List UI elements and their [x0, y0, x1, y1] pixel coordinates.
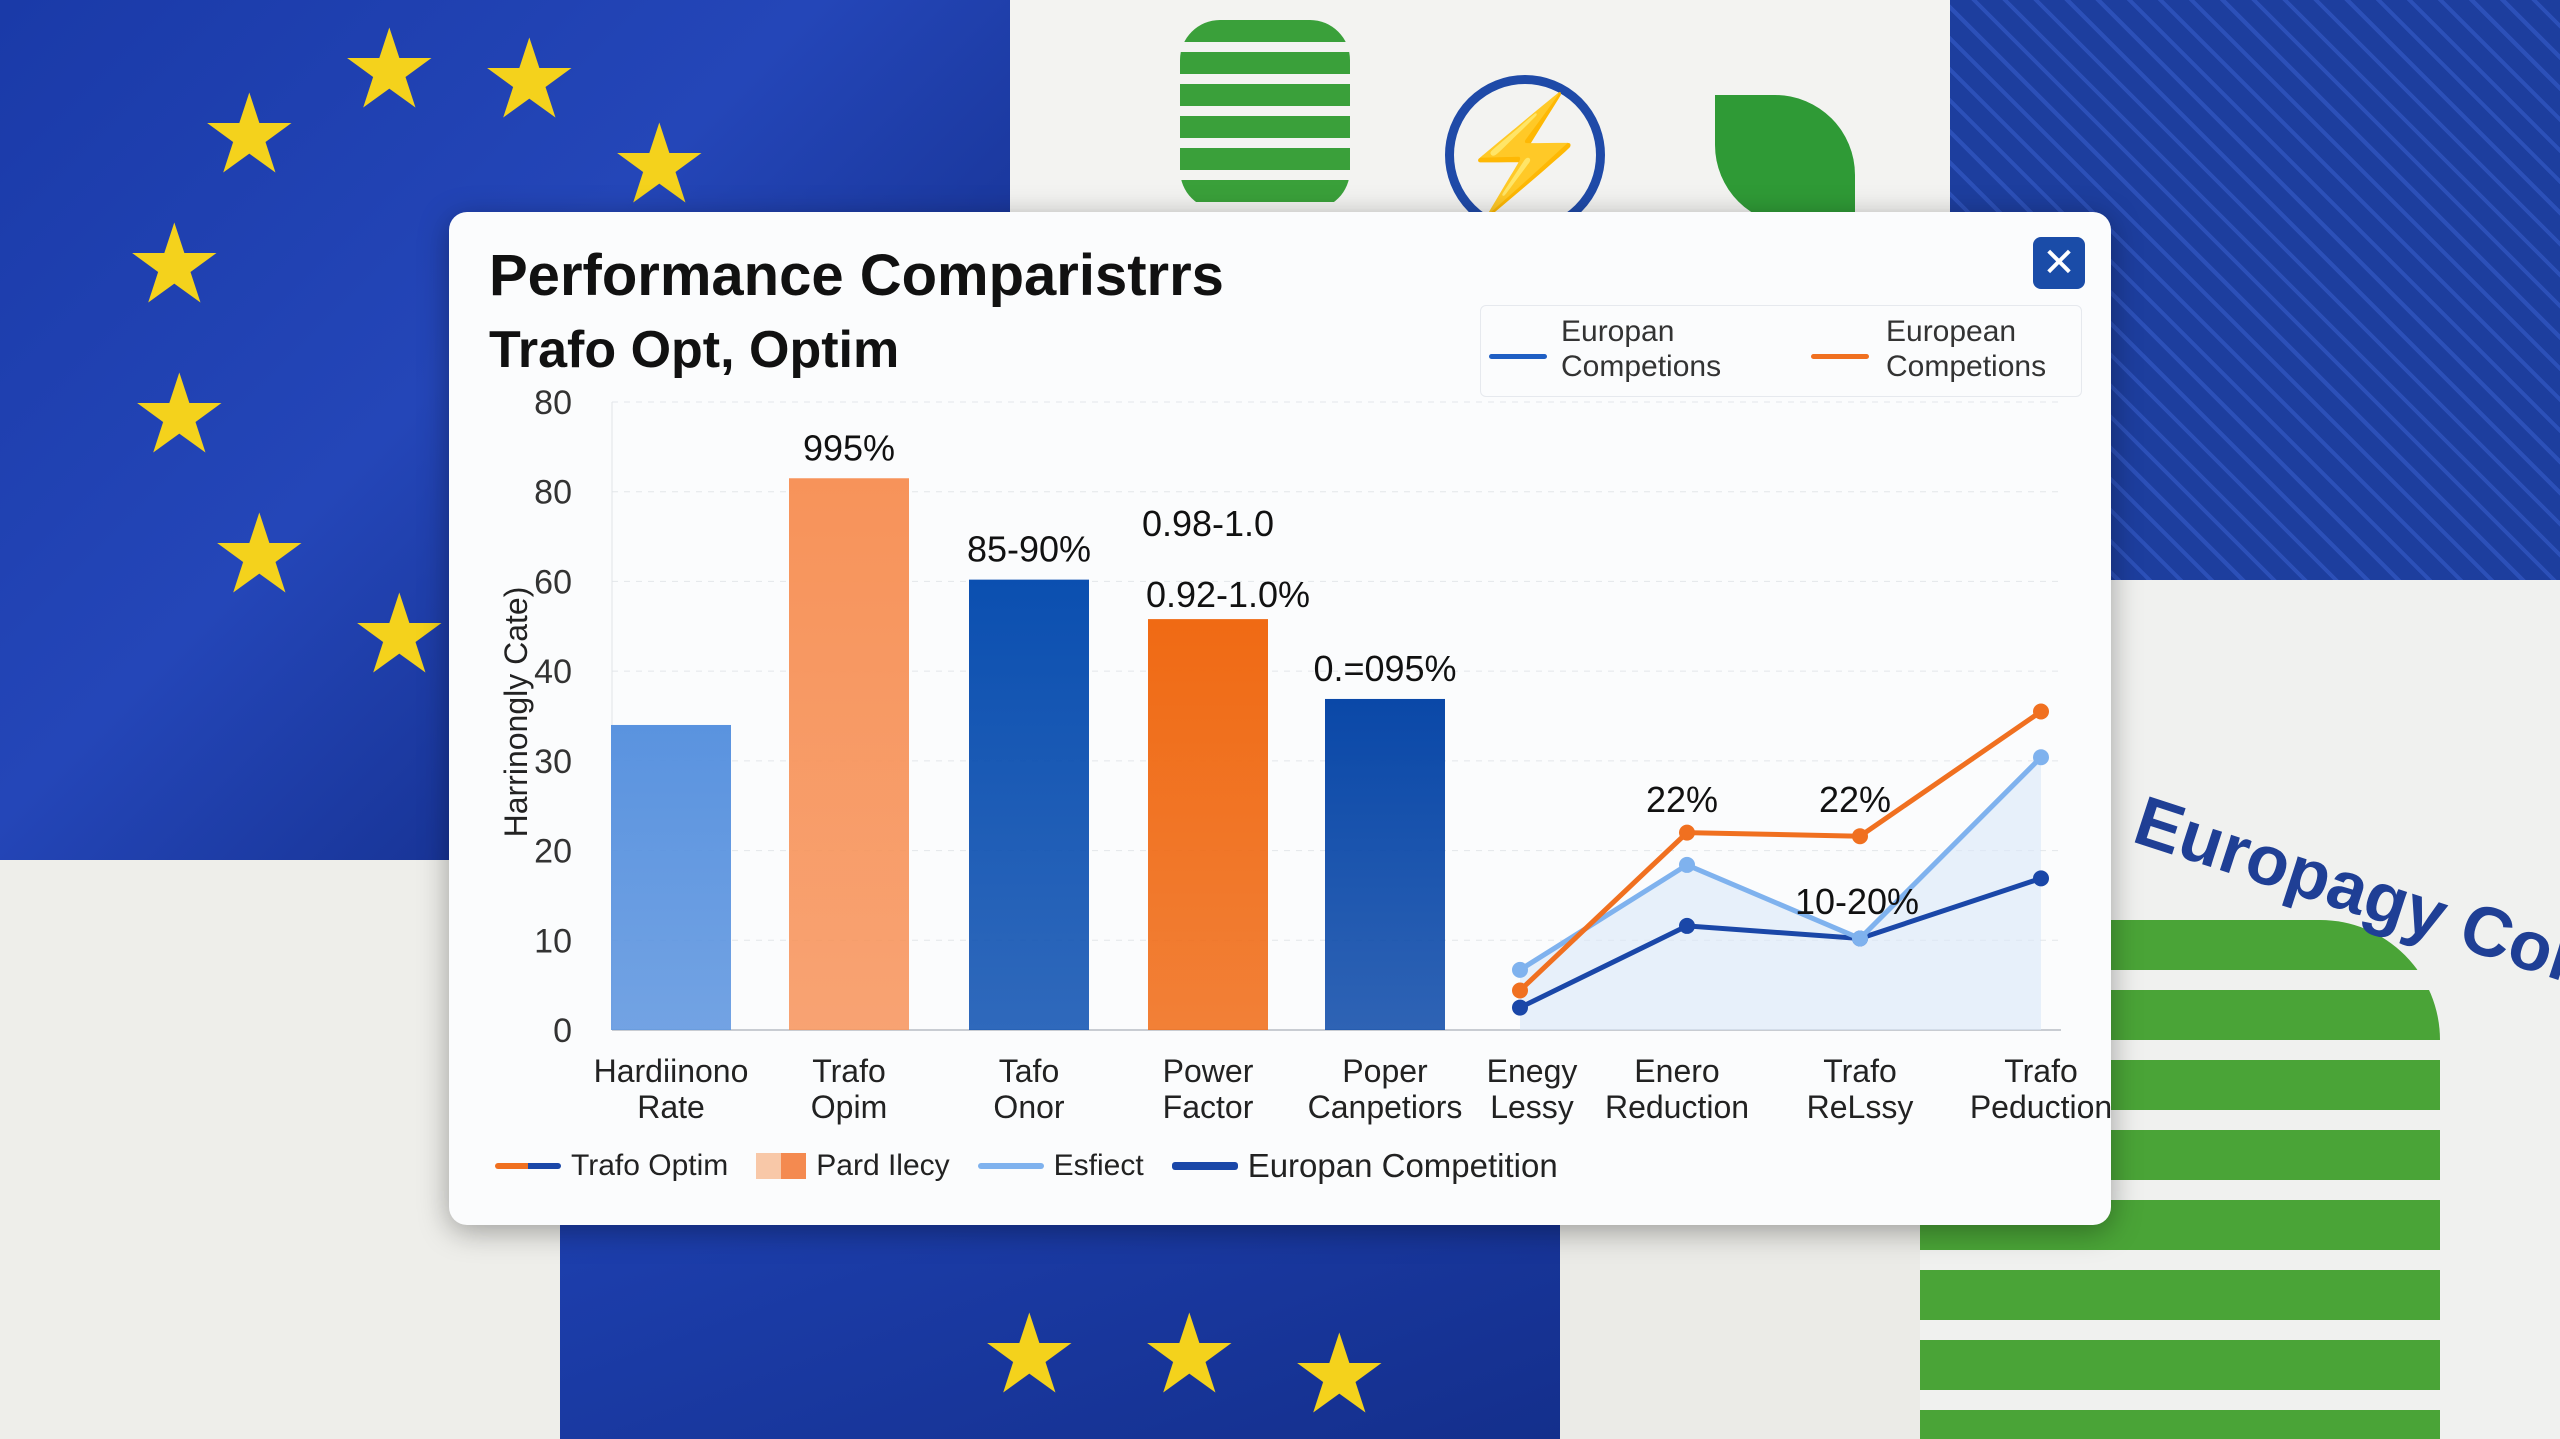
star-icon: ★ [340, 8, 439, 131]
data-point [1852, 930, 1868, 947]
y-tick-label: 30 [534, 743, 572, 781]
star-icon: ★ [130, 353, 229, 476]
line-data-label: 22% [1819, 779, 1891, 820]
legend-item: Esfiect [977, 1149, 1144, 1183]
bar [1325, 698, 1445, 1030]
star-icon: ★ [200, 73, 299, 196]
star-icon: ★ [1290, 1313, 1389, 1436]
legend-label: Esfiect [1053, 1149, 1144, 1182]
close-button[interactable]: ✕ [2033, 237, 2085, 289]
x-tick-label: Trafo [2004, 1053, 2078, 1089]
bottom-legend: Trafo Optim Pard Ilecy Esfiect Europan C… [495, 1147, 1558, 1185]
star-icon: ★ [125, 203, 224, 326]
legend-swatch [1489, 354, 1547, 359]
x-tick-label: Factor [1163, 1089, 1254, 1125]
x-tick-label: Lessy [1490, 1089, 1574, 1125]
legend-swatch [1171, 1162, 1238, 1170]
bar-data-label: 0.98-1.0 [1142, 503, 1274, 544]
y-axis-label: Harrinongly Cate) [498, 587, 534, 838]
y-tick-label: 60 [534, 563, 572, 601]
lightning-icon: ⚡ [1445, 75, 1605, 235]
data-point [2033, 870, 2049, 887]
series-line [1518, 709, 2043, 993]
bar-data-label: 0.=095% [1313, 648, 1456, 689]
bar [1148, 619, 1268, 1030]
legend-label: Europan Competition [1247, 1147, 1558, 1184]
x-tick-label: Reduction [1605, 1089, 1749, 1125]
star-icon: ★ [610, 103, 709, 226]
y-tick-label: 20 [534, 833, 572, 871]
legend-item: Europan Competition [1171, 1147, 1558, 1185]
data-point [1512, 999, 1528, 1016]
x-tick-label: Trafo [812, 1053, 886, 1089]
bar [969, 579, 1089, 1030]
bar-data-label: 995% [803, 427, 895, 468]
data-point [2033, 703, 2049, 720]
eu-flag-background [560, 1220, 1560, 1439]
legend-swatch [1811, 354, 1869, 359]
data-point [2033, 749, 2049, 766]
legend-swatch [756, 1153, 807, 1179]
x-tick-label: Enegy [1487, 1053, 1578, 1089]
bar-data-label: 0.92-1.0% [1146, 574, 1310, 615]
data-point [1852, 828, 1868, 845]
series-line [1518, 876, 2042, 1010]
star-icon: ★ [350, 573, 449, 696]
bar [789, 478, 909, 1030]
series-line [1518, 755, 2043, 973]
legend-item: Europan Competions [1561, 315, 1722, 383]
y-tick-label: 80 [534, 474, 572, 512]
x-tick-label: Poper [1342, 1053, 1428, 1089]
star-icon: ★ [980, 1293, 1079, 1416]
x-tick-label: Trafo [1823, 1053, 1897, 1089]
area-fill [1520, 757, 2041, 1030]
y-tick-label: 0 [553, 1012, 572, 1050]
x-tick-label: Rate [637, 1089, 705, 1125]
line-data-label: 10-20% [1795, 881, 1919, 922]
star-icon: ★ [480, 18, 579, 141]
data-point [1512, 982, 1528, 999]
legend-label: Trafo Optim [571, 1149, 729, 1182]
bar [611, 724, 731, 1030]
x-tick-label: Power [1163, 1053, 1254, 1089]
legend-item: European Competions [1886, 315, 2047, 383]
green-logo-icon [1180, 20, 1350, 210]
x-tick-label: Canpetiors [1308, 1089, 1463, 1125]
chart: 0 10 20 30 40 60 80 80 Harrinongly Cate) Hardiino… [498, 384, 2111, 1125]
top-legend: Europan Competions European Competions [1480, 305, 2082, 397]
x-tick-label: Tafo [999, 1053, 1059, 1089]
chart-card: 0 10 20 30 40 60 80 80 Harrinongly Cate) Hardiino… [449, 212, 2111, 1225]
y-tick-label: 40 [534, 653, 572, 691]
data-point [1679, 824, 1695, 841]
legend-swatch [977, 1163, 1044, 1169]
chart-title: Performance Comparistrrs [489, 243, 1224, 308]
legend-swatch [495, 1163, 561, 1169]
star-icon: ★ [1140, 1293, 1239, 1416]
star-icon: ★ [210, 493, 309, 616]
line-data-label: 22% [1646, 779, 1718, 820]
y-tick-label: 10 [534, 922, 572, 960]
x-tick-label: Hardiinono [594, 1053, 749, 1089]
bar-data-label: 85-90% [967, 529, 1091, 570]
data-point [1679, 917, 1695, 934]
legend-label: Pard Ilecy [816, 1149, 950, 1182]
data-point [1679, 856, 1695, 873]
x-tick-label: Enero [1634, 1053, 1719, 1089]
data-point [1512, 961, 1528, 978]
legend-item: Pard Ilecy [756, 1149, 950, 1183]
x-tick-label: Onor [993, 1089, 1064, 1125]
x-tick-label: Peduction [1970, 1089, 2111, 1125]
x-tick-label: ReLssy [1807, 1089, 1914, 1125]
y-tick-label: 80 [534, 384, 572, 422]
x-tick-label: Opim [811, 1089, 887, 1125]
chart-subtitle: Trafo Opt, Optim [489, 321, 900, 379]
legend-item: Trafo Optim [495, 1149, 728, 1183]
